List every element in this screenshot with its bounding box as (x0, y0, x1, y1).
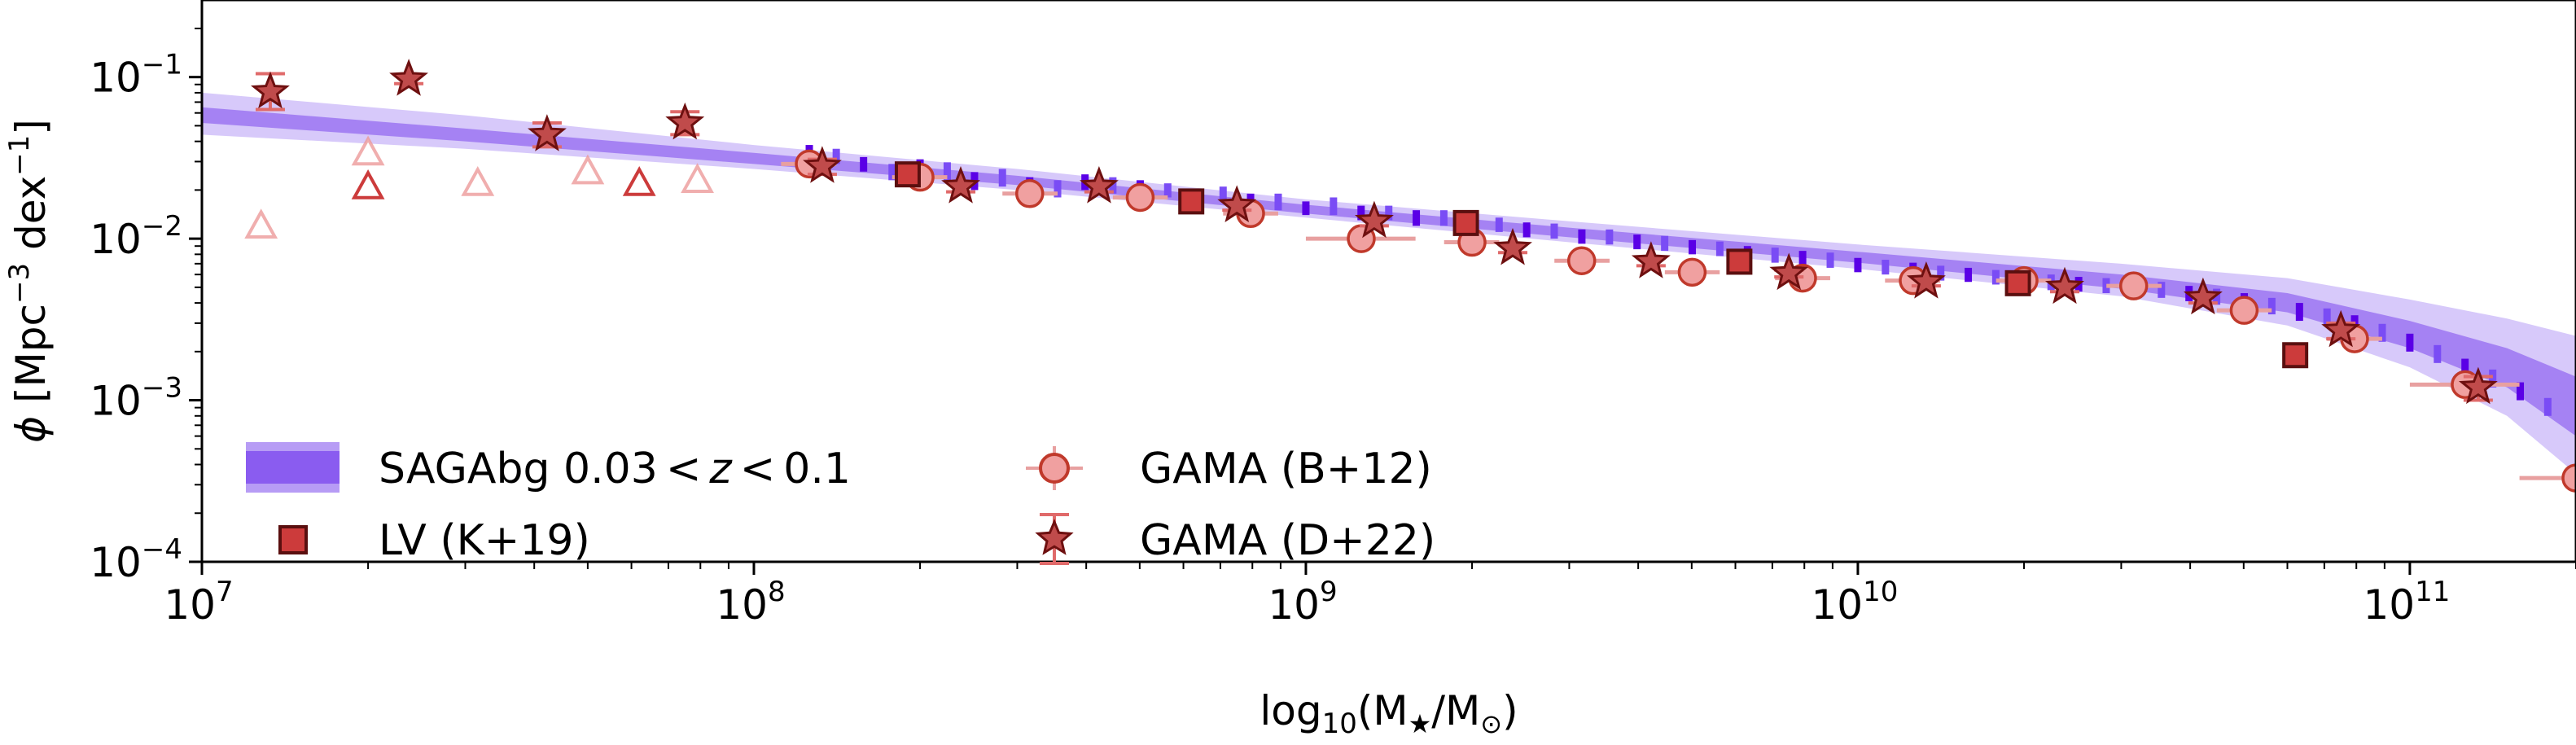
legend-lv-label: LV (K+19) (379, 516, 590, 565)
y-label-dex: dex (7, 176, 55, 263)
y-label-exp-1: −1 (3, 135, 36, 176)
gama-d22-point (2458, 366, 2498, 405)
y-axis-ticks: 10−4 10−3 10−2 10−1 (90, 27, 202, 586)
x-label-sub: 10 (1322, 708, 1357, 740)
legend-item-lv: LV (K+19) (278, 516, 590, 565)
gama-d22-point (1355, 200, 1394, 239)
lv-triangle (244, 208, 278, 239)
legend-saga-label: SAGAbg 0.03 < z <0.1 (379, 445, 851, 493)
gama-d22-point (1631, 241, 1671, 278)
legend-item-gama-b12: GAMA (B+12) (1026, 445, 1432, 493)
legend-saga-part-5: 0.1 (783, 445, 851, 493)
gama-d22-point (2183, 277, 2223, 315)
gama-d22-point (1080, 166, 1119, 204)
gama-b12-point (1566, 246, 1597, 275)
gama-d22-point (528, 114, 567, 151)
y-label-open: [Mpc (7, 304, 55, 416)
gama-d22-point (1493, 227, 1532, 265)
saga-band-inner (202, 107, 2576, 436)
lv-square (1726, 248, 1753, 275)
x-tick-label: 107 (164, 576, 233, 629)
y-label-exp-3: −3 (3, 263, 36, 304)
x-label-prefix: log (1260, 687, 1321, 734)
y-label-close: ] (7, 119, 55, 135)
lv-triangle (351, 169, 385, 199)
x-label-open: (M (1357, 687, 1408, 734)
legend-saga-swatch-inner (246, 451, 340, 484)
legend-b12-marker (1039, 453, 1070, 484)
gama-d22-point (2045, 266, 2084, 305)
y-tick-label: 10−4 (90, 533, 182, 586)
legend-item-gama-d22: GAMA (D+22) (1035, 513, 1435, 565)
lv-triangle (681, 163, 714, 193)
legend-saga-part-3: z (708, 445, 733, 493)
legend-saga-part-1: SAGAbg 0.03 (379, 445, 658, 493)
legend-d22-marker (1035, 519, 1074, 555)
gama-d22-point (2321, 309, 2361, 348)
lv-triangle (622, 166, 656, 196)
lv-triangle (571, 154, 605, 185)
gama-d22-point (389, 59, 428, 96)
lv-triangle (351, 135, 385, 166)
y-label-phi: ϕ (7, 416, 55, 443)
gama-d22-point (941, 166, 980, 204)
saga-band-layer (202, 92, 2576, 475)
legend: SAGAbg 0.03 < z <0.1 LV (K+19) GAMA (B+12) … (246, 442, 1435, 565)
gama-b12-point (1677, 257, 1707, 287)
x-axis-label: log10(M★/M⊙) (1260, 687, 1518, 740)
y-tick-label: 10−3 (90, 372, 182, 425)
legend-lv-marker (278, 525, 308, 554)
gama-b12-point (1015, 179, 1045, 208)
legend-b12-label: GAMA (B+12) (1140, 445, 1432, 493)
lv-square (1178, 188, 1205, 215)
gama-d22-point (1906, 261, 1946, 299)
lv-square (1452, 209, 1479, 236)
gama-b12-point (2229, 296, 2259, 325)
gama-d22-point (803, 146, 842, 183)
legend-d22-label: GAMA (D+22) (1140, 516, 1435, 565)
x-label-sun: ⊙ (1480, 708, 1502, 739)
plot-frame (200, 0, 2576, 563)
x-tick-label: 109 (1268, 576, 1337, 629)
gama-d22-layer (251, 59, 2498, 405)
gama-d22-point (1217, 185, 1257, 222)
x-axis-ticks: 107 108 109 1010 1011 (164, 562, 2576, 629)
lv-square (894, 161, 921, 188)
x-label-slash: /M (1431, 687, 1480, 734)
legend-saga-part-2: < (666, 445, 702, 493)
legend-saga-part-4: < (740, 445, 776, 493)
gama-d22-point (665, 102, 705, 140)
x-label-close: ) (1502, 687, 1518, 734)
x-label-star: ★ (1408, 708, 1432, 739)
lv-square (2004, 270, 2031, 296)
x-tick-label: 108 (716, 576, 785, 629)
lv-triangle (461, 166, 495, 196)
y-axis-label: ϕ [Mpc−3 dex−1] (3, 119, 55, 443)
y-tick-label: 10−1 (90, 49, 182, 102)
y-tick-label: 10−2 (90, 210, 182, 263)
lv-square (2282, 342, 2309, 369)
gama-d22-point (1769, 252, 1809, 291)
legend-item-saga: SAGAbg 0.03 < z <0.1 (246, 442, 851, 493)
gama-d22-point (251, 71, 290, 109)
gama-b12-point (2561, 463, 2576, 493)
gama-b12-point (2118, 271, 2149, 300)
x-tick-label: 1010 (1811, 576, 1898, 629)
x-tick-label: 1011 (2363, 576, 2450, 629)
lv-layer (244, 135, 2309, 369)
gama-b12-point (1125, 182, 1155, 213)
